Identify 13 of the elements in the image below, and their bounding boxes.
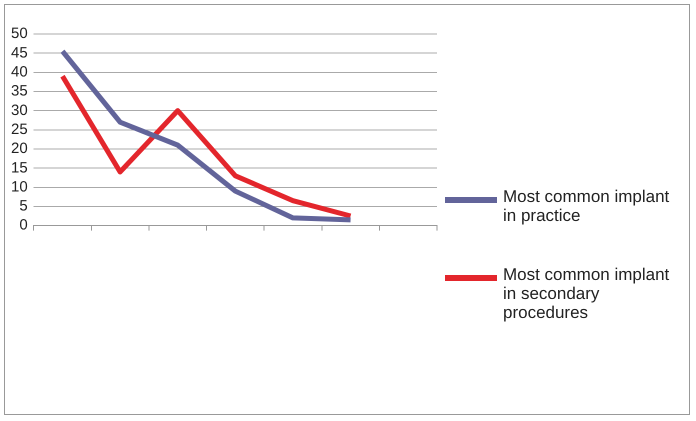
- y-tick-label: 45: [10, 44, 28, 62]
- y-tick-label: 20: [10, 140, 28, 158]
- legend-label: Most common implant in practice: [503, 187, 670, 225]
- y-tick-label: 30: [10, 102, 28, 119]
- y-tick-label: 50: [10, 25, 28, 42]
- y-tick-label: 35: [10, 82, 28, 100]
- y-tick-label: 40: [10, 63, 28, 80]
- y-tick-label: 25: [10, 120, 28, 138]
- y-tick-label: 10: [10, 178, 28, 196]
- y-tick-label: 15: [10, 159, 28, 176]
- y-tick-label: 0: [19, 216, 28, 234]
- y-tick-label: 5: [19, 198, 28, 215]
- legend-label: Most common implant in secondary procedures: [503, 265, 670, 322]
